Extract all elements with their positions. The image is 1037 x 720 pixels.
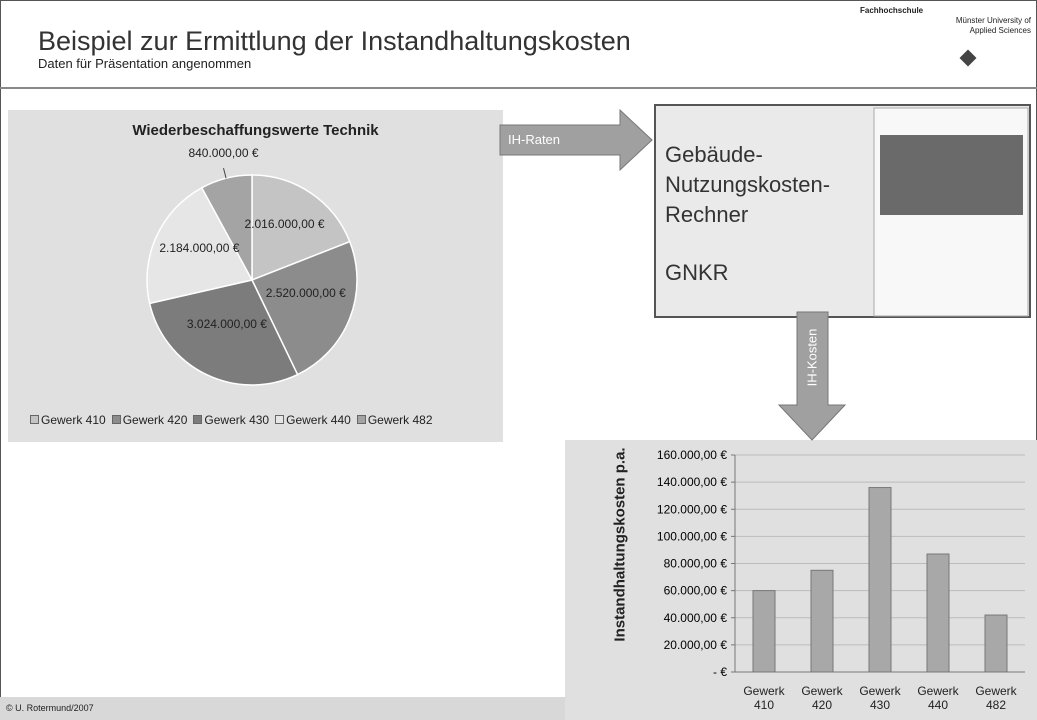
- y-tick-label: - €: [713, 665, 727, 679]
- legend-item: Gewerk 430: [193, 413, 269, 427]
- legend-item: Gewerk 410: [30, 413, 106, 427]
- legend-label: Gewerk 420: [122, 413, 188, 427]
- title: Beispiel zur Ermittlung der Instandhaltu…: [38, 26, 631, 56]
- pie-title: Wiederbeschaffungswerte Technik: [132, 122, 379, 139]
- footer-bar: [0, 697, 570, 720]
- y-axis-title-wrap: Instandhaltungskosten p.a.: [565, 447, 675, 676]
- legend-marker: [356, 415, 366, 424]
- bar: [868, 487, 892, 673]
- data-label: 2.016.000,00 €: [244, 217, 325, 232]
- legend-item: Gewerk 440: [275, 413, 351, 427]
- y-tick-label: 20.000,00 €: [664, 638, 728, 652]
- legend-item: Gewerk 420: [111, 413, 188, 427]
- data-label: 3.024.000,00 €: [186, 317, 267, 332]
- bar: [926, 553, 950, 673]
- legend-label: Gewerk 440: [286, 413, 351, 427]
- legend-item: Gewerk 482: [356, 413, 433, 427]
- logo-text: Fachhochschule: [860, 6, 924, 15]
- logo-text: Münster University of: [955, 16, 1031, 25]
- x-tick-label: Gewerk 410: [743, 684, 785, 712]
- y-tick-label: 60.000,00 €: [664, 584, 728, 598]
- pie-slice: [250, 240, 358, 376]
- pie-slice: [200, 174, 253, 281]
- legend-marker: [30, 415, 39, 424]
- legend-label: Gewerk 482: [367, 413, 433, 427]
- bar: [752, 590, 776, 673]
- y-tick-label: 100.000,00 €: [657, 529, 727, 543]
- data-label: 2.520.000,00 €: [265, 286, 346, 301]
- legend-marker: [111, 415, 121, 424]
- box-abbr: GNKR: [665, 260, 729, 285]
- pie-slice: [251, 174, 351, 282]
- bar: [984, 614, 1008, 673]
- legend-label: Gewerk 430: [204, 413, 270, 427]
- x-tick-label: Gewerk 440: [917, 684, 959, 712]
- legend: Gewerk 410 Gewerk 420 Gewerk 430 Gewerk 440…: [30, 413, 433, 427]
- y-axis-title: Instandhaltungskosten p.a.: [611, 447, 629, 642]
- legend-marker: [275, 415, 285, 424]
- bar-panel: [565, 440, 1037, 720]
- arrow-label: IH-Kosten: [804, 328, 820, 387]
- leader-line: [223, 167, 227, 179]
- footer: © U. Rotermund/2007: [6, 703, 94, 713]
- logo-mark: [959, 49, 977, 67]
- pie-slice: [146, 186, 254, 305]
- arrow-label: IH-Raten: [508, 132, 561, 147]
- logo-text: Applied Sciences: [969, 26, 1031, 35]
- x-tick-label: Gewerk 420: [801, 684, 843, 712]
- x-tick-label: Gewerk 482: [975, 684, 1017, 712]
- box-name: Gebäude-Nutzungskosten-Rechner: [665, 142, 831, 227]
- arrow-right: [499, 108, 653, 172]
- y-tick-label: 160.000,00 €: [657, 448, 727, 462]
- data-label: 840.000,00 €: [188, 146, 259, 161]
- y-tick-label: 40.000,00 €: [664, 611, 728, 625]
- thumbnail-photo: [880, 135, 1023, 215]
- arrow-down: [777, 311, 847, 441]
- subtitle: Daten für Präsentation angenommen: [38, 56, 252, 71]
- bar: [810, 569, 834, 673]
- x-tick-label: Gewerk 430: [859, 684, 901, 712]
- y-tick-label: 80.000,00 €: [664, 557, 728, 571]
- legend-marker: [193, 415, 203, 424]
- y-tick-label: 120.000,00 €: [657, 502, 727, 516]
- legend-label: Gewerk 410: [41, 413, 106, 427]
- pie-slice: [148, 279, 299, 386]
- y-tick-label: 140.000,00 €: [657, 475, 727, 489]
- data-label: 2.184.000,00 €: [159, 241, 240, 256]
